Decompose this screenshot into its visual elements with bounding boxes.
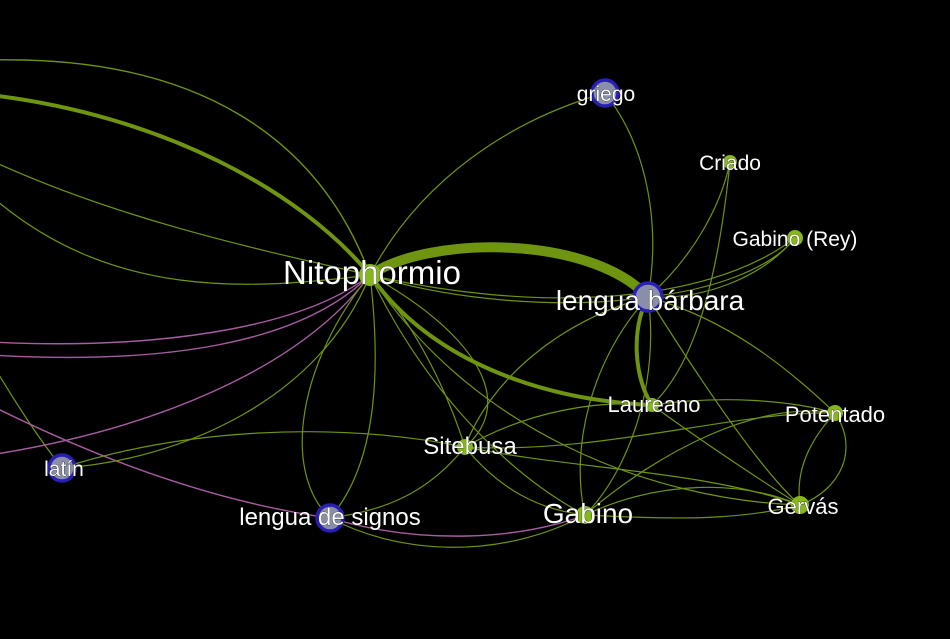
edge-lengua-barbara-gabino-2 bbox=[584, 296, 652, 516]
node-griego[interactable] bbox=[590, 78, 620, 108]
edge-laureano-gervas bbox=[651, 404, 801, 506]
node-layer bbox=[47, 78, 843, 533]
label-lengua-signos[interactable]: lengua de signos bbox=[239, 504, 421, 532]
node-gabino-rey[interactable] bbox=[787, 230, 803, 246]
edge-offscreen-3 bbox=[0, 202, 371, 285]
edge-pink-3 bbox=[0, 274, 371, 455]
label-layer: Nitophormio lengua bárbara griego Criado… bbox=[44, 83, 886, 532]
edge-potentado-gervas bbox=[798, 412, 836, 506]
node-sitebusa[interactable] bbox=[457, 439, 473, 455]
edge-pink-4 bbox=[0, 409, 331, 519]
edge-lengua-barbara-gabino-rey-2 bbox=[647, 237, 796, 298]
label-gabino[interactable]: Gabino bbox=[543, 498, 634, 530]
edge-sitebusa-laureano bbox=[464, 403, 653, 448]
label-lengua-barbara[interactable]: lengua bárbara bbox=[556, 285, 745, 317]
edge-laureano-potentado bbox=[651, 399, 836, 414]
edge-nitophormio-latin bbox=[61, 274, 371, 469]
edge-sitebusa-gabino bbox=[464, 446, 586, 516]
edge-lengua-barbara-potentado bbox=[647, 296, 836, 414]
edge-gabino-gervas bbox=[584, 486, 801, 516]
edge-nitophormio-lengua-barbara-thin bbox=[369, 274, 649, 304]
node-gervas[interactable] bbox=[791, 496, 809, 514]
edge-gabino-potentado bbox=[584, 410, 836, 516]
edge-nitophormio-lengua-signos-2 bbox=[329, 274, 376, 519]
edge-offscreen-2 bbox=[0, 163, 371, 276]
node-gabino[interactable] bbox=[576, 506, 594, 524]
edge-nitophormio-gabino bbox=[369, 274, 586, 516]
edge-sitebusa-lengua-signos bbox=[329, 446, 466, 519]
node-lengua-signos[interactable] bbox=[315, 503, 345, 533]
edge-lengua-barbara-criado bbox=[647, 161, 731, 298]
edge-potentado-gervas-2 bbox=[799, 412, 847, 506]
edge-pink-5 bbox=[329, 514, 586, 537]
node-latin[interactable] bbox=[47, 453, 77, 483]
edge-nitophormio-gervas bbox=[369, 274, 801, 506]
edge-offscreen-top bbox=[0, 59, 371, 276]
node-nitophormio[interactable] bbox=[359, 264, 381, 286]
label-criado[interactable]: Criado bbox=[699, 152, 761, 176]
label-gabino-rey[interactable]: Gabino (Rey) bbox=[732, 228, 858, 252]
edge-nitophormio-lengua-signos bbox=[301, 274, 371, 519]
label-potentado[interactable]: Potentado bbox=[785, 402, 886, 428]
edge-nitophormio-sitebusa bbox=[369, 274, 466, 448]
edge-lengua-barbara-gabino bbox=[579, 296, 649, 516]
edge-gabino-lengua-signos bbox=[329, 514, 586, 548]
label-latin[interactable]: latín bbox=[44, 458, 84, 482]
node-laureano[interactable] bbox=[645, 398, 659, 412]
edge-nitophormio-laureano-thick bbox=[368, 273, 653, 407]
edge-layer bbox=[0, 59, 847, 548]
edge-nitophormio-gabino-rey bbox=[369, 237, 796, 299]
node-potentado[interactable] bbox=[827, 405, 843, 421]
edge-sitebusa-latin bbox=[61, 431, 466, 469]
edge-nitophormio-griego bbox=[369, 92, 606, 276]
label-gervas[interactable]: Gervás bbox=[767, 494, 839, 520]
node-criado[interactable] bbox=[723, 155, 737, 169]
edge-pink-1 bbox=[0, 274, 371, 345]
edge-nitophormio-sitebusa-2 bbox=[369, 274, 489, 448]
node-lengua-barbara[interactable] bbox=[632, 281, 664, 313]
edge-sitebusa-potentado bbox=[464, 412, 836, 449]
edge-lengua-barbara-sitebusa bbox=[464, 296, 649, 448]
edge-gabino-gervas-2 bbox=[584, 504, 801, 519]
edge-nitophormio-lengua-barbara-thick bbox=[367, 242, 652, 301]
edge-offscreen-thick-1 bbox=[0, 94, 372, 277]
edge-griego-lengua-barbara bbox=[604, 92, 654, 298]
edge-pink-2 bbox=[0, 274, 371, 359]
label-sitebusa[interactable]: Sitebusa bbox=[423, 433, 518, 461]
label-nitophormio[interactable]: Nitophormio bbox=[283, 254, 462, 292]
edge-criado-laureano bbox=[651, 161, 731, 406]
edge-lengua-barbara-gervas bbox=[647, 296, 801, 506]
label-laureano[interactable]: Laureano bbox=[607, 392, 701, 418]
label-griego[interactable]: griego bbox=[577, 83, 636, 107]
